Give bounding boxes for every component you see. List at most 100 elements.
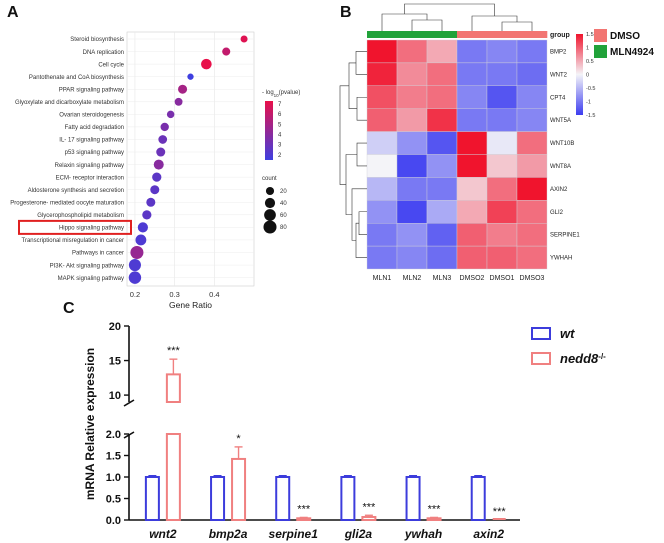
pathway-label: PPAR signaling pathway bbox=[59, 87, 124, 93]
pathway-label: PI3K- Akt signaling pathway bbox=[50, 263, 124, 269]
pathway-dot bbox=[150, 185, 160, 195]
heatmap-col-label: DMSO1 bbox=[490, 275, 515, 282]
heatmap-cell bbox=[426, 108, 458, 132]
heatmap-cell bbox=[396, 108, 428, 132]
size-legend-label: 40 bbox=[280, 201, 287, 207]
pathway-dot bbox=[152, 172, 162, 182]
pathway-label: DNA replication bbox=[83, 50, 124, 56]
bar-nedd8-lower bbox=[165, 433, 181, 521]
heatmap-cell bbox=[516, 177, 548, 201]
heatmap-row-label: SERPINE1 bbox=[550, 233, 580, 239]
heatmap-cell bbox=[516, 39, 548, 64]
heatmap-cell bbox=[366, 245, 398, 270]
significance-label: * bbox=[236, 433, 241, 445]
category-label: ywhah bbox=[404, 527, 442, 541]
y-tick-label: 2.0 bbox=[106, 429, 121, 441]
heatmap-cell bbox=[426, 39, 458, 64]
pathway-label: Ovarian steroidogenesis bbox=[59, 113, 124, 119]
pathway-label: ECM- receptor interaction bbox=[56, 175, 124, 181]
significance-label: *** bbox=[362, 501, 376, 513]
heatmap-cell bbox=[426, 200, 458, 224]
pathway-dot bbox=[153, 159, 164, 170]
color-scale-tick: 1 bbox=[586, 46, 589, 52]
pathway-dot bbox=[128, 259, 141, 272]
heatmap-cell bbox=[456, 131, 488, 155]
heatmap-cell bbox=[366, 62, 398, 87]
pathway-dot bbox=[160, 122, 169, 132]
category-label: wnt2 bbox=[149, 527, 177, 541]
bar-nedd8 bbox=[231, 457, 247, 522]
heatmap-cell bbox=[366, 222, 398, 247]
row-dendrogram-link bbox=[339, 85, 349, 185]
pathway-label: p53 signaling pathway bbox=[65, 150, 124, 156]
pathway-dot bbox=[166, 110, 175, 119]
color-scale-tick: 0.5 bbox=[586, 59, 594, 65]
color-legend-tick: 3 bbox=[278, 143, 282, 149]
color-scale-tick: -1 bbox=[586, 100, 591, 106]
heatmap-row-label: CPT4 bbox=[550, 95, 566, 101]
col-dendrogram-link bbox=[411, 19, 443, 31]
heatmap-cell bbox=[516, 62, 548, 87]
color-scale-tick: -0.5 bbox=[586, 86, 595, 92]
panel-a-dot-plot: 0.2 0.3 0.4 Steroid biosynthesis DNA replica… bbox=[10, 31, 300, 310]
col-dendrogram-link bbox=[471, 15, 518, 31]
color-legend-tick: 7 bbox=[278, 102, 282, 108]
group-label: group bbox=[550, 32, 570, 39]
heatmap-cell bbox=[366, 131, 398, 155]
y-tick-label: 1.0 bbox=[106, 472, 121, 484]
size-legend-label: 20 bbox=[280, 189, 287, 195]
heatmap-col-label: MLN2 bbox=[403, 275, 422, 282]
heatmap-row-label: WNT8A bbox=[550, 164, 571, 170]
heatmap-cell bbox=[516, 85, 548, 109]
pathway-dot bbox=[128, 271, 142, 284]
color-legend-tick: 2 bbox=[278, 153, 282, 159]
pathway-label: Pathways in cancer bbox=[72, 251, 124, 257]
category-label: bmp2a bbox=[209, 527, 248, 541]
axis-break-mark bbox=[123, 399, 135, 407]
pathway-label: Transcriptional misregulation in cancer bbox=[22, 238, 125, 244]
heatmap-cell bbox=[426, 245, 458, 270]
legend-swatch bbox=[531, 352, 551, 365]
legend-label: wt bbox=[560, 326, 575, 341]
category-label: gli2a bbox=[344, 527, 373, 541]
pathway-label: IL- 17 signaling pathway bbox=[59, 138, 124, 144]
heatmap-col-label: MLN1 bbox=[373, 275, 392, 282]
pathway-label: Progesterone- mediated oocyte maturation bbox=[10, 200, 124, 206]
x-tick-label-a: 0.3 bbox=[169, 290, 179, 299]
y-axis-title: mRNA Relative expression bbox=[83, 348, 97, 500]
pathway-label: Pantothenate and CoA biosynthesis bbox=[29, 75, 124, 81]
significance-label: *** bbox=[493, 506, 507, 518]
significance-label: *** bbox=[167, 345, 181, 357]
panel-c-bar-chart: 0.0 0.5 1.0 1.5 2.0 10 15 20 mRNA Relative expre… bbox=[83, 321, 606, 541]
pathway-dot bbox=[137, 222, 148, 233]
pathway-label: Steroid biosynthesis bbox=[70, 37, 124, 43]
group-cell bbox=[367, 31, 398, 38]
pathway-label: Glyoxylate and dicarboxylate metabolism bbox=[15, 100, 124, 106]
heatmap-cell bbox=[396, 200, 428, 224]
panel-b-heatmap: group BMP2 WNT2 CPT4 WNT5A WNT10B WNT8A AXIN2 GL… bbox=[339, 3, 654, 282]
group-legend-label: DMSO bbox=[610, 31, 640, 42]
y-tick-label: 1.5 bbox=[106, 451, 121, 463]
x-tick-label-a: 0.2 bbox=[130, 290, 140, 299]
size-legend-title: count bbox=[262, 176, 277, 182]
pathway-dot bbox=[187, 73, 194, 80]
heatmap-row-label: WNT5A bbox=[550, 118, 571, 124]
bar-wt bbox=[210, 476, 226, 521]
group-cell bbox=[397, 31, 428, 38]
heatmap-cell bbox=[426, 62, 458, 87]
heatmap-cell bbox=[456, 154, 488, 178]
color-legend-bar bbox=[265, 101, 273, 160]
heatmap-cell bbox=[366, 39, 398, 64]
row-dendrogram-link bbox=[358, 211, 367, 235]
heatmap-cell bbox=[396, 222, 428, 247]
axis-break-mark bbox=[123, 431, 135, 439]
pathway-label: Aldosterone synthesis and secretion bbox=[28, 188, 124, 194]
heatmap-cell bbox=[426, 222, 458, 247]
pathway-dot bbox=[174, 97, 183, 106]
heatmap-cell bbox=[516, 200, 548, 224]
bar-nedd8 bbox=[361, 515, 377, 521]
heatmap-cell bbox=[486, 85, 518, 109]
heatmap-cell bbox=[486, 108, 518, 132]
y-tick-label: 10 bbox=[109, 390, 121, 402]
highlight-box bbox=[18, 219, 132, 235]
